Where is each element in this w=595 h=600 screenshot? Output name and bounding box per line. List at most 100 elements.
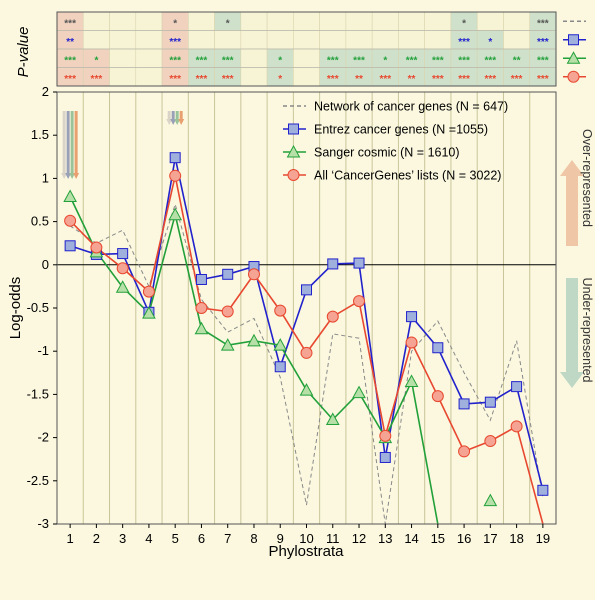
- pvalue-stars: ***: [537, 18, 549, 29]
- grid-lines: [57, 92, 556, 524]
- data-point: [116, 262, 129, 275]
- data-point: [301, 284, 312, 296]
- x-tick-label: 10: [299, 531, 313, 546]
- data-point: [432, 342, 444, 354]
- pvalue-cell: [345, 11, 373, 31]
- x-tick-label: 2: [93, 531, 100, 546]
- y-tick-label: -1.5: [27, 386, 49, 401]
- pvalue-series-glyph: [567, 70, 580, 83]
- pvalue-cell: [240, 30, 268, 50]
- x-tick-label: 19: [536, 531, 550, 546]
- pvalue-cell: [424, 30, 452, 50]
- pvalue-cell: [109, 30, 137, 50]
- pvalue-cell: [109, 48, 137, 68]
- pvalue-label: P-value: [15, 27, 32, 78]
- plot-bg: [57, 92, 556, 524]
- y-tick-label: 1: [42, 170, 49, 185]
- pvalue-stars: ***: [537, 37, 549, 48]
- y-axis-label: Log-odds: [7, 277, 24, 340]
- data-point: [458, 445, 471, 458]
- pvalue-cell: [240, 67, 268, 87]
- pvalue-cell: [319, 30, 347, 50]
- data-point: [63, 189, 77, 203]
- pvalue-cell: [293, 48, 320, 68]
- data-point: [220, 338, 235, 351]
- x-tick-label: 5: [172, 531, 179, 546]
- y-tick-label: 0: [42, 257, 49, 272]
- pvalue-stars: *: [383, 55, 387, 66]
- x-tick-label: 18: [509, 531, 523, 546]
- pvalue-cell: [266, 30, 294, 50]
- change-arrow-head: [73, 173, 80, 179]
- change-arrow-head: [65, 173, 72, 179]
- x-tick-label: 1: [67, 531, 74, 546]
- change-arrow-head: [61, 173, 68, 179]
- pvalue-cell: [188, 30, 215, 50]
- change-arrows: [61, 111, 185, 179]
- data-point: [353, 295, 366, 308]
- data-point: [169, 169, 182, 182]
- pvalue-stars: ***: [64, 18, 76, 29]
- pvalue-cell: [135, 67, 163, 87]
- data-point: [352, 385, 366, 399]
- pvalue-cell: [109, 67, 137, 87]
- pvalue-stars: **: [355, 74, 363, 85]
- pvalue-cell: [240, 11, 268, 31]
- data-point: [327, 258, 339, 270]
- pvalue-cell: [293, 11, 320, 31]
- x-tick-label: 12: [352, 531, 366, 546]
- pvalue-stars: *: [462, 18, 466, 29]
- pvalue-stars: ***: [64, 55, 76, 66]
- change-arrow-head: [166, 119, 173, 125]
- pvalue-stars: ***: [91, 74, 103, 85]
- pvalue-stars: **: [66, 37, 74, 48]
- pvalue-stars: **: [513, 55, 521, 66]
- down-arrow-icon: [560, 278, 584, 388]
- data-point: [510, 420, 523, 433]
- pvalue-stars: ***: [222, 55, 234, 66]
- data-point: [142, 306, 156, 319]
- pvalue-stars: ***: [511, 74, 523, 85]
- change-arrow-head: [178, 119, 185, 125]
- legend-glyph: [288, 123, 299, 135]
- x-tick-label: 9: [277, 531, 284, 546]
- pvalue-stars: *: [226, 18, 230, 29]
- data-point: [484, 396, 496, 408]
- data-point: [405, 336, 418, 349]
- legend: Network of cancer genes (N = 647) Entrez …: [283, 100, 508, 183]
- pvalue-stars: ***: [196, 55, 208, 66]
- x-tick-label: 4: [145, 531, 152, 546]
- x-tick-label: 14: [404, 531, 418, 546]
- pvalue-cell: [214, 30, 242, 50]
- data-point: [537, 484, 549, 496]
- data-point: [142, 285, 155, 298]
- pvalue-cell: [424, 11, 452, 31]
- data-point: [90, 241, 103, 254]
- data-point: [299, 383, 314, 396]
- legend-label: Sanger cosmic (N = 1610): [314, 146, 460, 160]
- y-tick-label: -3: [37, 516, 49, 531]
- data-point: [194, 321, 209, 335]
- pvalue-cell: [319, 11, 347, 31]
- x-tick-label: 16: [457, 531, 471, 546]
- legend-label: Entrez cancer genes (N =1055): [314, 123, 488, 137]
- pvalue-cell: [135, 48, 163, 68]
- data-point: [222, 268, 234, 280]
- pvalue-stars: *: [488, 37, 492, 48]
- pvalue-stars: ***: [327, 55, 339, 66]
- data-point: [195, 273, 207, 285]
- y-tick-label: -0.5: [27, 300, 49, 315]
- pvalue-stars: ***: [169, 55, 181, 66]
- pvalue-cell: [293, 67, 320, 87]
- data-point: [115, 280, 130, 293]
- pvalue-cell: [82, 11, 110, 31]
- over-represented-label: Over-represented: [580, 129, 594, 227]
- y-tick-label: 1.5: [31, 127, 49, 142]
- pvalue-panel: ****************************************…: [15, 11, 586, 87]
- data-point: [483, 493, 498, 507]
- pvalue-series-glyph: [566, 51, 581, 64]
- data-point: [221, 305, 234, 318]
- pvalue-stars: ***: [196, 74, 208, 85]
- pvalue-panel-border: [56, 11, 557, 87]
- under-represented-label: Under-represented: [580, 278, 594, 383]
